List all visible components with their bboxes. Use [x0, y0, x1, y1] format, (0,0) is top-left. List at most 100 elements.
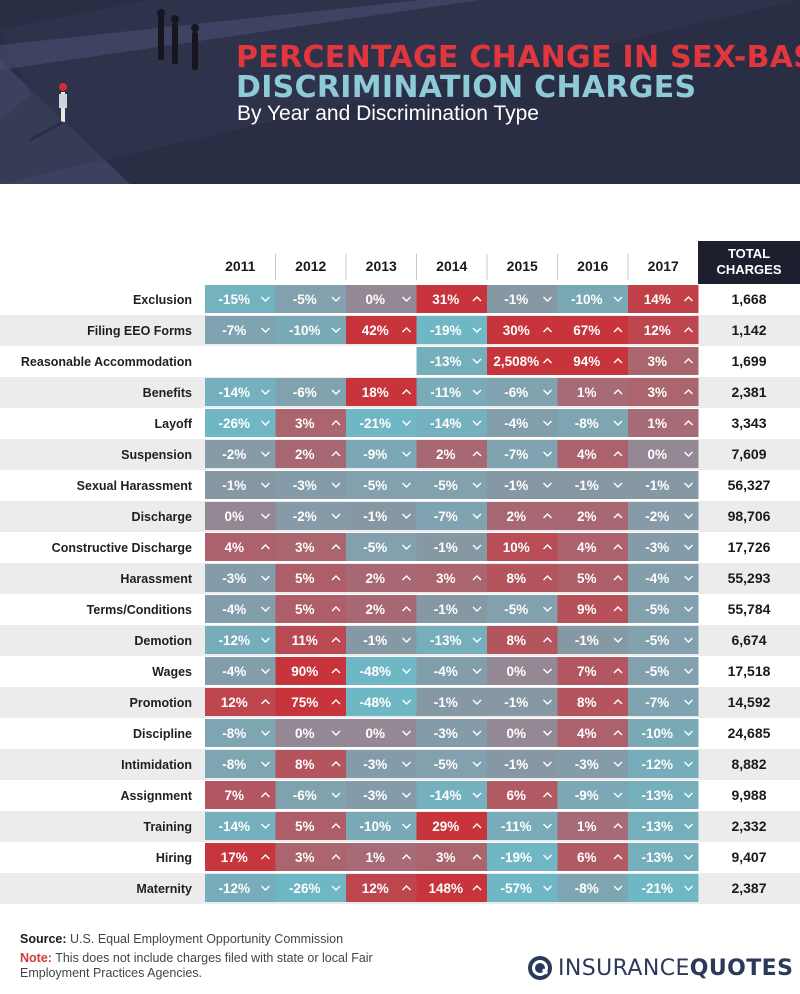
chevron-down-icon: [543, 606, 552, 612]
chevron-down-icon: [261, 420, 270, 426]
chevron-down-icon: [684, 606, 693, 612]
chevron-down-icon: [331, 730, 341, 736]
chevron-up-icon: [402, 389, 411, 395]
chevron-up-icon: [684, 389, 693, 395]
year-header: 2011: [225, 258, 256, 274]
cell-value: -5%: [645, 633, 669, 648]
cell-value: -10%: [359, 819, 391, 834]
chevron-down-icon: [543, 854, 552, 860]
cell-value: -3%: [363, 757, 387, 772]
chevron-down-icon: [684, 451, 693, 457]
row-label: Demotion: [134, 634, 192, 648]
cell-value: -57%: [500, 881, 532, 896]
cell-value: -1%: [504, 292, 528, 307]
cell-value: -26%: [289, 881, 321, 896]
cell-value: -1%: [222, 478, 246, 493]
chevron-down-icon: [261, 730, 270, 736]
chevron-up-icon: [261, 544, 270, 550]
chevron-down-icon: [472, 637, 482, 643]
cell-value: 31%: [432, 292, 459, 307]
cell-value: 4%: [577, 540, 597, 555]
chevron-up-icon: [613, 699, 623, 705]
chevron-down-icon: [684, 885, 693, 891]
chevron-down-icon: [543, 296, 552, 302]
cell-value: -4%: [434, 664, 458, 679]
cell-value: 4%: [224, 540, 244, 555]
chevron-down-icon: [331, 327, 341, 333]
total-value: 1,668: [731, 291, 766, 307]
cell-value: 7%: [577, 664, 597, 679]
cell-value: 4%: [577, 726, 597, 741]
chevron-down-icon: [472, 544, 482, 550]
chevron-down-icon: [261, 637, 270, 643]
cell-value: -26%: [218, 416, 250, 431]
cell-value: -10%: [571, 292, 603, 307]
chevron-up-icon: [613, 854, 623, 860]
total-value: 2,387: [731, 880, 766, 896]
cell-value: -8%: [575, 881, 599, 896]
chevron-down-icon: [684, 513, 693, 519]
cell-value: -3%: [575, 757, 599, 772]
chevron-up-icon: [331, 823, 341, 829]
cell-value: -10%: [641, 726, 673, 741]
year-header: 2014: [436, 258, 467, 274]
chevron-up-icon: [472, 296, 482, 302]
cell-value: 94%: [573, 354, 600, 369]
cell-value: -19%: [500, 850, 532, 865]
row-label: Constructive Discharge: [52, 541, 192, 555]
chevron-down-icon: [543, 730, 552, 736]
cell-value: 90%: [291, 664, 318, 679]
total-charges-header-bg: [698, 241, 800, 284]
cell-value: 7%: [224, 788, 244, 803]
chevron-down-icon: [331, 389, 341, 395]
cell-value: -7%: [504, 447, 528, 462]
chevron-down-icon: [261, 482, 270, 488]
cell-value: -6%: [293, 385, 317, 400]
cell-value: 2,508%: [493, 354, 539, 369]
cell-value: -3%: [645, 540, 669, 555]
chevron-down-icon: [402, 699, 411, 705]
cell-value: -5%: [434, 478, 458, 493]
cell-value: -19%: [430, 323, 462, 338]
cell-value: 0%: [224, 509, 244, 524]
cell-value: 1%: [577, 385, 597, 400]
header-illustration: [0, 0, 800, 184]
cell-value: 30%: [503, 323, 530, 338]
cell-value: 5%: [577, 571, 597, 586]
cell-value: -3%: [363, 788, 387, 803]
cell-value: -3%: [222, 571, 246, 586]
cell-value: -1%: [504, 695, 528, 710]
cell-value: -8%: [222, 757, 246, 772]
cell-value: 2%: [365, 602, 385, 617]
total-value: 55,293: [728, 570, 771, 586]
title-line-2: DISCRIMINATION CHARGES: [236, 70, 697, 105]
cell-value: -1%: [363, 633, 387, 648]
chevron-up-icon: [613, 513, 623, 519]
chevron-up-icon: [543, 544, 552, 550]
cell-value: 1%: [577, 819, 597, 834]
chevron-down-icon: [684, 792, 693, 798]
row-label: Discipline: [133, 727, 192, 741]
total-charges-header-text: CHARGES: [716, 262, 781, 277]
chevron-down-icon: [613, 637, 623, 643]
row-label: Layoff: [155, 417, 193, 431]
source-line: Source: U.S. Equal Employment Opportunit…: [20, 932, 343, 946]
chevron-down-icon: [543, 699, 552, 705]
cell-value: -1%: [434, 540, 458, 555]
chevron-down-icon: [684, 854, 693, 860]
chevron-down-icon: [261, 296, 270, 302]
cell-value: 0%: [647, 447, 667, 462]
total-charges-header-text: TOTAL: [728, 246, 770, 261]
chevron-up-icon: [402, 606, 411, 612]
ledge: [0, 0, 480, 70]
chevron-down-icon: [472, 606, 482, 612]
cell-value: -2%: [293, 509, 317, 524]
cell-value: 8%: [506, 633, 526, 648]
chevron-up-icon: [613, 544, 623, 550]
cell-value: -4%: [504, 416, 528, 431]
chevron-down-icon: [261, 513, 270, 519]
chevron-up-icon: [331, 637, 341, 643]
header-banner: PERCENTAGE CHANGE IN SEX-BASED DISCRIMIN…: [0, 0, 800, 184]
total-value: 6,674: [731, 632, 766, 648]
year-header: 2012: [295, 258, 326, 274]
